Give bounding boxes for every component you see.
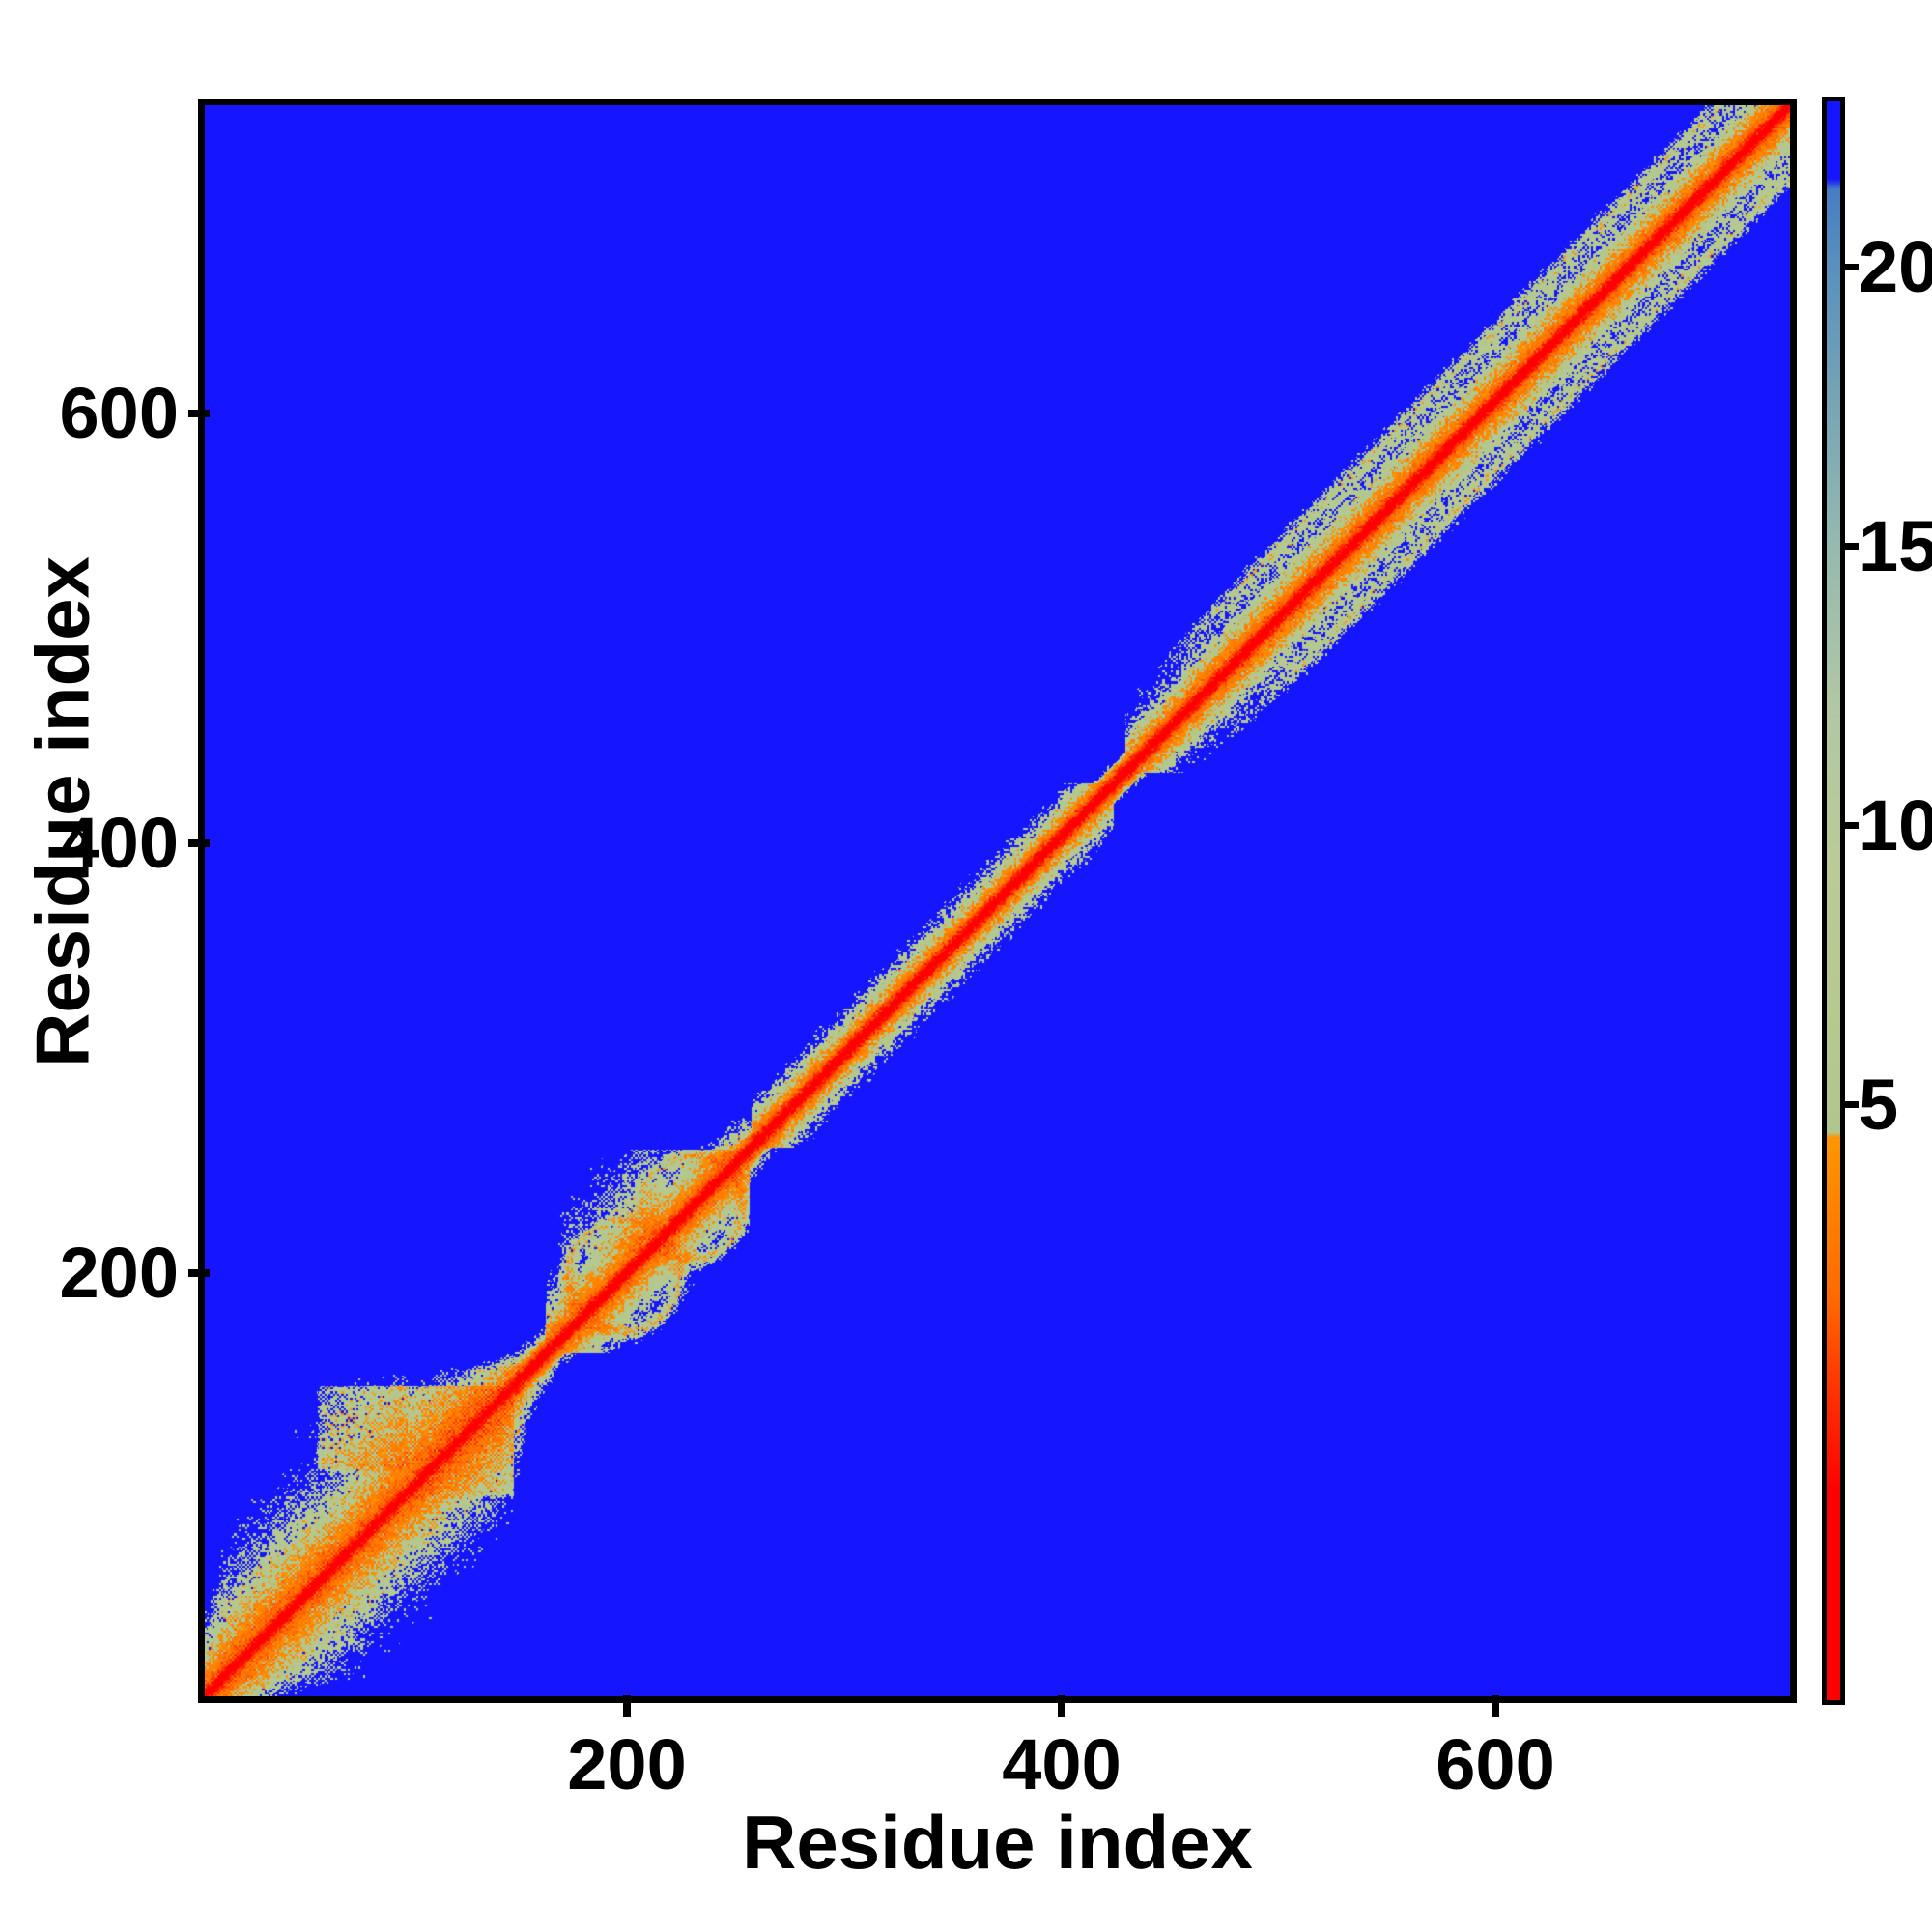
y-tick-600 bbox=[188, 410, 210, 417]
colorbar-tick-10 bbox=[1843, 822, 1859, 829]
colorbar-label-15: 15 bbox=[1859, 506, 1932, 586]
colorbar-gradient bbox=[1827, 101, 1840, 1700]
x-tick-label-600: 600 bbox=[1435, 1724, 1555, 1804]
x-axis-title: Residue index bbox=[742, 1800, 1253, 1885]
y-tick-label-400: 400 bbox=[59, 803, 179, 883]
distance-matrix-heatmap bbox=[205, 105, 1790, 1696]
y-tick-200 bbox=[188, 1269, 210, 1277]
x-tick-label-400: 400 bbox=[1002, 1724, 1122, 1804]
heatmap-plot-area bbox=[198, 99, 1797, 1703]
colorbar-tick-15 bbox=[1843, 543, 1859, 550]
colorbar-label-5: 5 bbox=[1859, 1065, 1899, 1145]
colorbar-label-20: 20 bbox=[1859, 227, 1932, 307]
x-tick-label-200: 200 bbox=[567, 1724, 687, 1804]
y-tick-label-200: 200 bbox=[59, 1233, 179, 1313]
y-axis-title: Residue index bbox=[19, 556, 105, 1067]
x-tick-400 bbox=[1058, 1695, 1065, 1717]
colorbar-tick-20 bbox=[1843, 264, 1859, 270]
colorbar-label-10: 10 bbox=[1859, 785, 1932, 866]
y-tick-label-600: 600 bbox=[59, 373, 179, 453]
colorbar bbox=[1822, 97, 1845, 1705]
y-tick-400 bbox=[188, 839, 210, 847]
x-tick-600 bbox=[1492, 1695, 1499, 1717]
colorbar-tick-5 bbox=[1843, 1101, 1859, 1108]
x-tick-200 bbox=[623, 1695, 631, 1717]
